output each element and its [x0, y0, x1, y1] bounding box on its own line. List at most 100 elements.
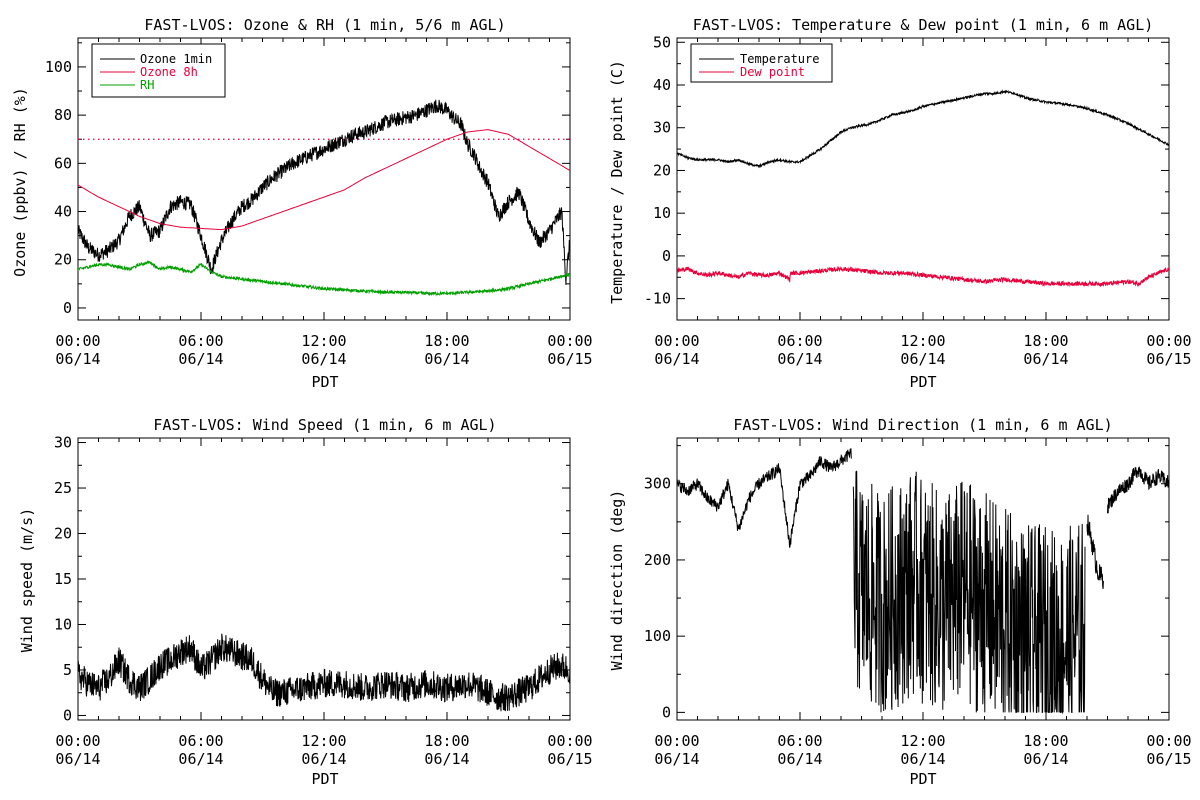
panel-wind-direction: FAST-LVOS: Wind Direction (1 min, 6 m AG… [608, 416, 1192, 788]
x-tick-date-label: 06/15 [547, 750, 592, 768]
y-tick-label: 40 [653, 76, 671, 94]
x-tick-date-label: 06/15 [1146, 750, 1191, 768]
x-tick-date-label: 06/14 [301, 350, 346, 368]
x-tick-date-label: 06/14 [1023, 750, 1068, 768]
y-tick-label: 300 [644, 475, 671, 493]
y-axis-label: Ozone (ppbv) / RH (%) [11, 87, 29, 277]
x-tick-time-label: 12:00 [301, 732, 346, 750]
x-tick-date-label: 06/15 [1146, 350, 1191, 368]
x-tick-time-label: 18:00 [424, 732, 469, 750]
panel-temperature-dewpoint: FAST-LVOS: Temperature & Dew point (1 mi… [608, 16, 1192, 391]
x-tick-time-label: 18:00 [424, 332, 469, 350]
y-tick-label: 0 [63, 706, 72, 724]
y-axis-label: Wind direction (deg) [608, 490, 626, 671]
x-tick-time-label: 12:00 [301, 332, 346, 350]
series-line-ozone-1min [78, 99, 570, 285]
y-tick-label: 80 [54, 106, 72, 124]
x-tick-date-label: 06/14 [900, 750, 945, 768]
panel-title: FAST-LVOS: Temperature & Dew point (1 mi… [693, 16, 1154, 34]
y-axis-label: Wind speed (m/s) [18, 508, 36, 653]
y-tick-label: 30 [54, 434, 72, 452]
legend-label-rh: RH [140, 78, 154, 92]
legend: Temperature Dew point [690, 43, 833, 83]
x-axis-label: PDT [909, 770, 936, 788]
x-tick-time-label: 00:00 [55, 332, 100, 350]
x-tick-time-label: 00:00 [1146, 732, 1191, 750]
x-tick-time-label: 12:00 [900, 332, 945, 350]
x-tick-time-label: 00:00 [1146, 332, 1191, 350]
series-line-rh [78, 260, 570, 297]
series-line-2 [1086, 514, 1104, 589]
plot-data [677, 89, 1169, 288]
x-axis-label: PDT [311, 373, 338, 391]
y-tick-label: 20 [54, 525, 72, 543]
x-tick-date-label: 06/15 [547, 350, 592, 368]
x-axis-label: PDT [909, 373, 936, 391]
y-tick-label: 100 [45, 58, 72, 76]
panel-title: FAST-LVOS: Ozone & RH (1 min, 5/6 m AGL) [144, 16, 505, 34]
axes: 00:0006/1406:0006/1412:0006/1418:0006/14… [45, 37, 593, 368]
y-axis-label: Temperature / Dew point (C) [608, 60, 626, 304]
series-line-3 [1107, 466, 1169, 514]
x-tick-time-label: 18:00 [1023, 332, 1068, 350]
x-tick-date-label: 06/14 [424, 350, 469, 368]
x-tick-time-label: 06:00 [777, 732, 822, 750]
x-tick-date-label: 06/14 [301, 750, 346, 768]
y-tick-label: 30 [653, 119, 671, 137]
x-tick-date-label: 06/14 [178, 750, 223, 768]
y-tick-label: 0 [63, 299, 72, 317]
panel-title: FAST-LVOS: Wind Speed (1 min, 6 m AGL) [153, 416, 496, 434]
panel-title: FAST-LVOS: Wind Direction (1 min, 6 m AG… [733, 416, 1112, 434]
x-tick-time-label: 06:00 [178, 732, 223, 750]
y-tick-label: 0 [662, 703, 671, 721]
x-tick-date-label: 06/14 [654, 750, 699, 768]
panel-ozone-rh: FAST-LVOS: Ozone & RH (1 min, 5/6 m AGL)… [11, 16, 593, 391]
x-tick-date-label: 06/14 [654, 350, 699, 368]
legend-label-ozone-8h: Ozone 8h [140, 65, 198, 79]
y-tick-label: 40 [54, 203, 72, 221]
series-line-0 [78, 633, 570, 712]
legend-label-ozone-1min: Ozone 1min [140, 52, 212, 66]
y-tick-label: 15 [54, 570, 72, 588]
legend: Ozone 1min Ozone 8h RH [91, 43, 226, 98]
plot-data [78, 633, 570, 712]
x-tick-date-label: 06/14 [55, 350, 100, 368]
axes: 00:0006/1406:0006/1412:0006/1418:0006/14… [644, 33, 1192, 368]
panel-wind-speed: FAST-LVOS: Wind Speed (1 min, 6 m AGL) W… [18, 416, 593, 788]
x-tick-time-label: 00:00 [547, 732, 592, 750]
series-line-0 [677, 448, 852, 548]
y-tick-label: 10 [54, 615, 72, 633]
y-tick-label: 10 [653, 204, 671, 222]
legend-label-dew-point: Dew point [740, 65, 805, 79]
x-tick-date-label: 06/14 [424, 750, 469, 768]
x-tick-time-label: 00:00 [654, 732, 699, 750]
y-tick-label: 20 [653, 161, 671, 179]
x-tick-date-label: 06/14 [178, 350, 223, 368]
x-tick-date-label: 06/14 [900, 350, 945, 368]
x-tick-date-label: 06/14 [777, 350, 822, 368]
legend-box [91, 43, 226, 98]
x-axis-label: PDT [311, 770, 338, 788]
y-tick-label: 60 [54, 154, 72, 172]
plot-data [677, 448, 1169, 715]
y-tick-label: 5 [63, 661, 72, 679]
x-tick-time-label: 00:00 [55, 732, 100, 750]
x-tick-date-label: 06/14 [777, 750, 822, 768]
y-tick-label: 100 [644, 627, 671, 645]
x-tick-time-label: 00:00 [547, 332, 592, 350]
x-tick-time-label: 00:00 [654, 332, 699, 350]
plot-data [78, 99, 570, 297]
x-tick-time-label: 06:00 [178, 332, 223, 350]
series-line-ozone-8h [78, 129, 570, 231]
x-tick-time-label: 12:00 [900, 732, 945, 750]
y-tick-label: 50 [653, 33, 671, 51]
x-tick-time-label: 18:00 [1023, 732, 1068, 750]
legend-box [690, 43, 833, 83]
x-tick-time-label: 06:00 [777, 332, 822, 350]
x-tick-date-label: 06/14 [55, 750, 100, 768]
y-tick-label: 25 [54, 479, 72, 497]
series-line-1 [852, 470, 1086, 715]
y-tick-label: -10 [644, 290, 671, 308]
